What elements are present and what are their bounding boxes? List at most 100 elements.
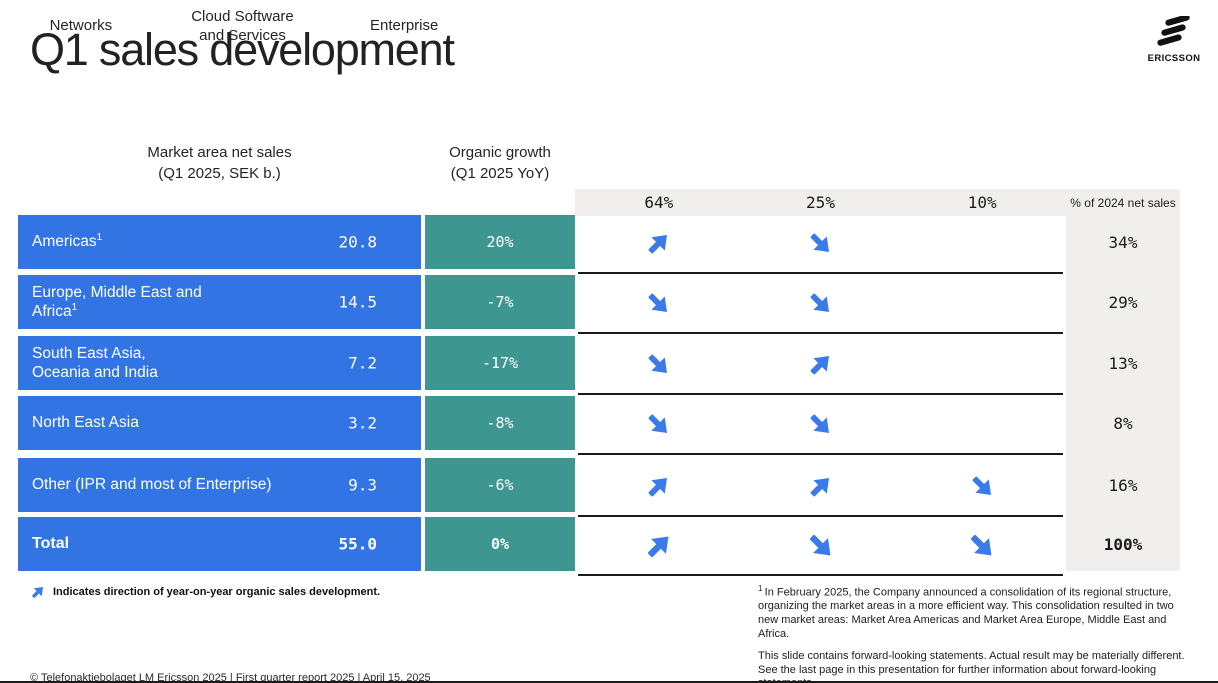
up-right-arrow-icon	[30, 584, 46, 600]
arrow-slot-cloud-software-and-services	[740, 215, 902, 272]
down-right-arrow-icon	[971, 534, 992, 555]
table-row: North East Asia 3.2 -8% 8%	[18, 396, 1180, 455]
down-right-arrow-icon	[648, 293, 668, 313]
arrow-slot-networks	[578, 458, 740, 515]
arrow-slot-enterprise	[901, 275, 1063, 332]
arrow-slot-enterprise	[901, 215, 1063, 272]
market-header-line1: Market area net sales	[147, 144, 292, 161]
down-right-arrow-icon	[648, 414, 668, 434]
footnote-text: 1 In February 2025, the Company announce…	[758, 584, 1174, 640]
down-right-arrow-icon	[809, 534, 830, 555]
arrow-slot-networks	[578, 275, 740, 332]
arrow-slot-enterprise	[901, 396, 1063, 453]
market-area-cell: Americas1 20.8	[18, 215, 421, 269]
ericsson-three-bars-icon	[1157, 16, 1190, 46]
net-sales-value: 20.8	[338, 232, 377, 252]
up-right-arrow-icon	[648, 234, 668, 254]
share-of-2024-strip: 64% 25% 10% % of 2024 net sales	[575, 189, 1180, 216]
table-row: South East Asia, Oceania and India 7.2 -17…	[18, 336, 1180, 395]
net-sales-value: 3.2	[348, 413, 377, 433]
networks-share: 64%	[644, 193, 674, 212]
organic-growth-cell: -6%	[425, 458, 575, 512]
net-sales-value: 14.5	[338, 292, 377, 312]
up-right-arrow-icon	[32, 586, 44, 598]
market-area-name: Europe, Middle East and Africa1	[32, 283, 202, 320]
segment-header-enterprise: Enterprise	[369, 17, 439, 35]
footnote-mark: 1	[96, 232, 103, 244]
market-area-name: Other (IPR and most of Enterprise)	[32, 476, 272, 494]
down-right-arrow-icon	[810, 293, 830, 313]
down-right-arrow-icon	[810, 414, 830, 434]
cloud-software-share: 25%	[806, 193, 835, 212]
table-row: Other (IPR and most of Enterprise) 9.3 -6%…	[18, 458, 1180, 517]
trend-arrows-zone	[578, 336, 1063, 395]
arrow-slot-cloud-software-and-services	[740, 517, 902, 574]
market-area-cell: South East Asia, Oceania and India 7.2	[18, 336, 421, 390]
arrow-slot-networks	[578, 517, 740, 574]
trend-arrows-zone	[578, 275, 1063, 334]
arrow-slot-cloud-software-and-services	[740, 336, 902, 393]
footnote-mark: 1	[758, 584, 765, 593]
ericsson-logo: ERICSSON	[1138, 16, 1210, 64]
market-header-line2: (Q1 2025, SEK b.)	[158, 164, 281, 182]
arrow-slot-networks	[578, 215, 740, 272]
pct-column-background	[1066, 216, 1180, 571]
segment-headers: Networks Cloud Software and Services Ent…	[0, 0, 485, 52]
pct-of-2024-net-sales: 16%	[1108, 475, 1138, 495]
down-right-arrow-icon	[810, 233, 830, 253]
table-row: Europe, Middle East and Africa1 14.5 -7% 29…	[18, 275, 1180, 334]
market-area-name: South East Asia, Oceania and India	[32, 344, 158, 381]
legend-text: Indicates direction of year-on-year orga…	[53, 586, 381, 598]
market-area-name: North East Asia	[32, 414, 139, 432]
up-right-arrow-icon	[648, 477, 668, 497]
pct-of-2024-net-sales: 8%	[1113, 413, 1133, 433]
organic-growth-cell: -17%	[425, 336, 575, 390]
arrow-slot-enterprise	[901, 336, 1063, 393]
share-slots: 64% 25% 10%	[578, 189, 1063, 216]
up-right-arrow-icon	[647, 536, 669, 557]
slide-bottom-edge	[0, 681, 1218, 683]
arrow-legend: Indicates direction of year-on-year orga…	[30, 584, 380, 600]
trend-arrows-zone	[578, 215, 1063, 274]
market-area-cell: Other (IPR and most of Enterprise) 9.3	[18, 458, 421, 512]
arrow-slot-enterprise	[901, 458, 1063, 515]
organic-growth-cell: -8%	[425, 396, 575, 450]
net-sales-value: 9.3	[348, 475, 377, 495]
trend-arrows-zone	[578, 458, 1063, 517]
market-area-name: Americas1	[32, 232, 103, 251]
table-row: Americas1 20.8 20% 34%	[18, 215, 1180, 274]
arrow-slot-networks	[578, 396, 740, 453]
trend-arrows-zone	[578, 396, 1063, 455]
arrow-slot-cloud-software-and-services	[740, 458, 902, 515]
arrow-slot-enterprise	[901, 517, 1063, 574]
page-title: Q1 sales development	[30, 24, 455, 75]
footnotes: 1 In February 2025, the Company announce…	[758, 584, 1188, 683]
market-area-name: Total	[32, 535, 70, 552]
organic-growth-cell: 0%	[425, 517, 575, 571]
organic-growth-cell: -7%	[425, 275, 575, 329]
footnote-text: This slide contains forward-looking stat…	[758, 650, 1185, 683]
ericsson-logo-text: ERICSSON	[1147, 53, 1201, 64]
market-area-cell: North East Asia 3.2	[18, 396, 421, 450]
down-right-arrow-icon	[648, 354, 668, 374]
table-row: Total 55.0 0% 100%	[18, 517, 1180, 576]
footnote-mark: 1	[71, 301, 78, 313]
arrow-slot-networks	[578, 336, 740, 393]
market-area-cell: Europe, Middle East and Africa1 14.5	[18, 275, 421, 329]
organic-growth-header: Organic growth (Q1 2025 YoY)	[425, 143, 575, 184]
arrow-slot-cloud-software-and-services	[740, 275, 902, 332]
net-sales-value: 7.2	[348, 353, 377, 373]
arrow-slot-cloud-software-and-services	[740, 396, 902, 453]
pct-of-2024-net-sales: 29%	[1108, 292, 1138, 312]
organic-growth-cell: 20%	[425, 215, 575, 269]
net-sales-value: 55.0	[338, 534, 377, 554]
up-right-arrow-icon	[810, 355, 830, 375]
enterprise-share: 10%	[967, 193, 997, 212]
down-right-arrow-icon	[972, 476, 991, 496]
segment-header-networks: Networks	[49, 17, 113, 35]
pct-of-2024-net-sales: 100%	[1103, 534, 1143, 554]
trend-arrows-zone	[578, 517, 1063, 576]
share-note-label: % of 2024 net sales	[1070, 195, 1176, 210]
pct-of-2024-net-sales: 13%	[1108, 353, 1138, 373]
